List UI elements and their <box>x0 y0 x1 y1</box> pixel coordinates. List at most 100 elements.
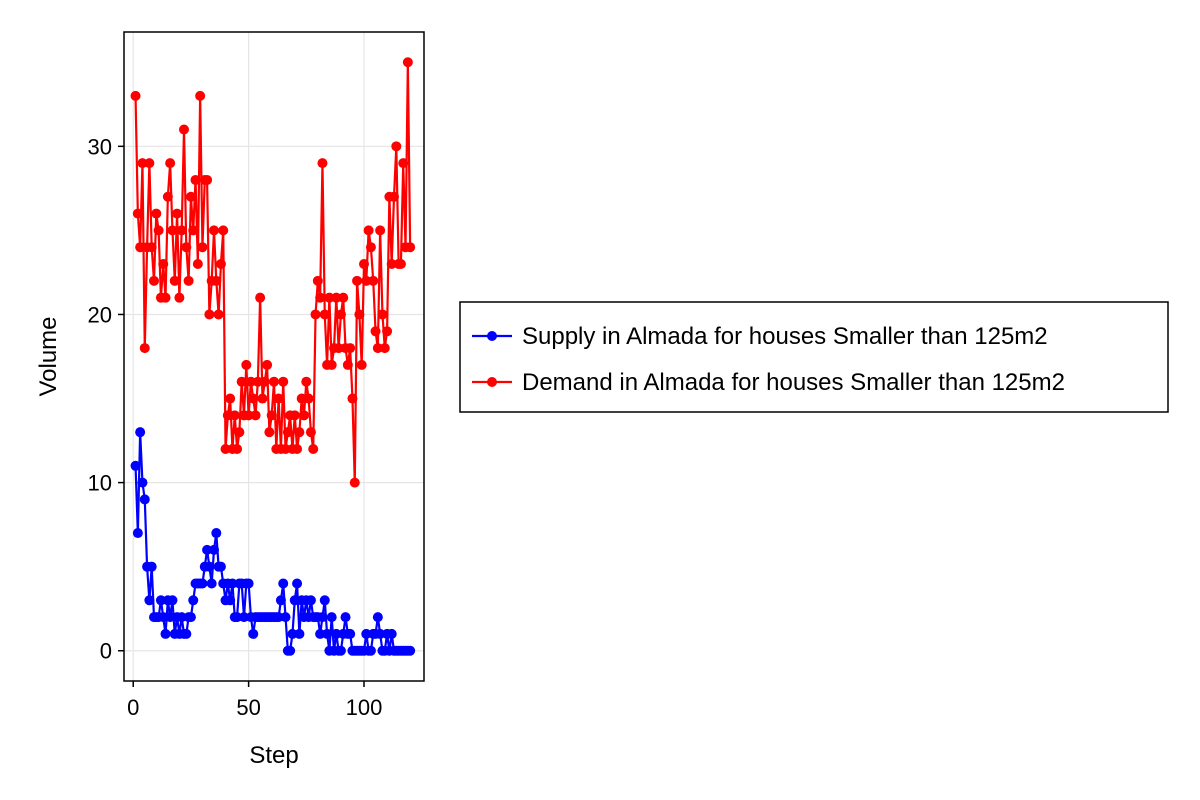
axis-ticks: 0 50 100 0 10 20 30 <box>88 134 383 720</box>
legend-marker <box>487 377 497 387</box>
data-point <box>359 259 369 270</box>
data-point <box>215 259 226 270</box>
data-point <box>160 628 171 639</box>
data-point <box>234 427 245 438</box>
data-point <box>379 343 390 354</box>
data-point <box>289 410 300 421</box>
data-point <box>375 628 386 639</box>
data-point <box>289 595 300 606</box>
data-point <box>130 90 141 101</box>
x-tick-label: 50 <box>236 695 260 720</box>
data-point <box>365 645 376 656</box>
data-point <box>285 645 296 656</box>
data-point <box>296 393 307 404</box>
data-point <box>317 158 328 169</box>
x-tick-label: 0 <box>127 695 139 720</box>
data-point <box>354 309 365 320</box>
data-point <box>167 595 178 606</box>
data-point <box>335 309 346 320</box>
data-point <box>282 427 293 438</box>
data-point <box>365 242 376 253</box>
data-point <box>188 595 199 606</box>
data-point <box>248 628 259 639</box>
data-point <box>386 259 397 270</box>
data-point <box>139 494 150 505</box>
legend: Supply in Almada for houses Smaller than… <box>459 301 1169 413</box>
data-point <box>218 225 229 236</box>
data-point <box>135 242 146 253</box>
data-point <box>215 561 226 572</box>
data-point <box>319 595 330 606</box>
data-point <box>266 410 277 421</box>
data-point <box>386 628 397 639</box>
data-point <box>245 376 256 387</box>
data-point <box>172 208 183 219</box>
grid-lines <box>124 32 424 681</box>
series-layer <box>130 57 416 656</box>
data-point <box>278 376 289 387</box>
data-point <box>278 578 289 589</box>
data-point <box>155 595 166 606</box>
data-point <box>356 359 367 370</box>
data-point <box>368 275 379 286</box>
data-point <box>176 225 187 236</box>
data-point <box>185 191 196 202</box>
data-point <box>181 628 192 639</box>
data-point <box>243 578 254 589</box>
legend-item: Demand in Almada for houses Smaller than… <box>472 369 1065 396</box>
data-point <box>222 410 233 421</box>
data-point <box>165 612 176 623</box>
data-point <box>197 578 208 589</box>
data-point <box>176 612 187 623</box>
y-tick-label: 0 <box>100 639 112 664</box>
data-point <box>398 158 409 169</box>
data-point <box>375 225 386 236</box>
data-point <box>391 141 402 152</box>
data-point <box>250 410 261 421</box>
data-point <box>287 628 298 639</box>
data-point <box>322 628 333 639</box>
data-point <box>190 174 201 185</box>
data-point <box>160 292 171 303</box>
data-point <box>132 528 143 539</box>
data-point <box>130 460 141 471</box>
data-point <box>252 376 263 387</box>
data-point <box>395 259 406 270</box>
data-point <box>347 393 358 404</box>
data-point <box>181 242 192 253</box>
data-point <box>139 343 150 354</box>
y-tick-label: 20 <box>88 302 112 327</box>
data-point <box>146 242 157 253</box>
data-point <box>294 427 305 438</box>
data-point <box>241 359 252 370</box>
data-point <box>280 612 291 623</box>
data-point <box>315 292 326 303</box>
data-point <box>204 561 215 572</box>
data-point <box>195 90 206 101</box>
data-point <box>232 612 243 623</box>
data-point <box>372 343 383 354</box>
y-tick-label: 30 <box>88 134 112 159</box>
data-point <box>308 443 319 454</box>
data-point <box>179 124 189 135</box>
data-point <box>239 612 249 623</box>
data-point <box>335 645 346 656</box>
data-point <box>202 544 213 555</box>
data-point <box>135 427 146 438</box>
data-point <box>331 628 342 639</box>
data-point <box>144 595 155 606</box>
data-point <box>169 275 180 286</box>
data-point <box>225 393 236 404</box>
legend-marker <box>487 331 497 341</box>
series-demand <box>130 57 416 488</box>
data-point <box>174 292 185 303</box>
data-point <box>338 292 349 303</box>
data-point <box>405 645 416 656</box>
data-point <box>151 208 162 219</box>
data-point <box>158 259 169 270</box>
data-point <box>312 275 323 286</box>
data-point <box>144 158 155 169</box>
data-point <box>349 477 360 488</box>
data-point <box>204 309 215 320</box>
data-point <box>363 225 374 236</box>
